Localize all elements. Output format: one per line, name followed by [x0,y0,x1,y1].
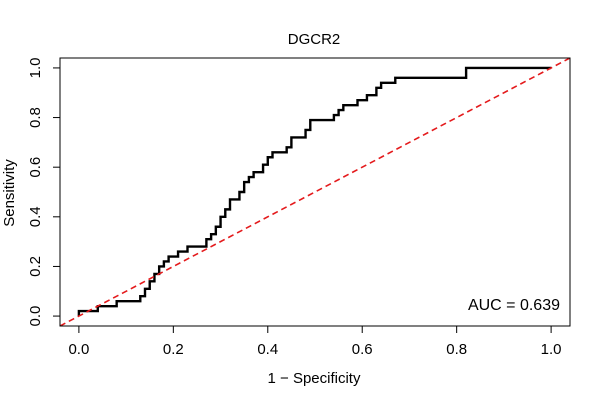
plot-marks [60,58,570,326]
x-tick-label: 0.8 [446,341,467,358]
x-tick-label: 0.0 [68,341,89,358]
x-tick-label: 0.6 [352,341,373,358]
x-axis-label: 1 − Specificity [268,370,361,387]
x-tick-label: 0.4 [257,341,278,358]
y-tick-label: 0.2 [27,256,44,277]
x-axis: 0.0 0.2 0.4 0.6 0.8 1.0 [68,325,562,358]
y-axis: 0.0 0.2 0.4 0.6 0.8 1.0 [27,57,61,327]
x-tick-label: 0.2 [163,341,184,358]
y-tick-label: 0.8 [27,107,44,128]
y-tick-label: 1.0 [27,57,44,78]
roc-curve-line [77,66,552,317]
y-tick-label: 0.0 [27,306,44,327]
y-tick-label: 0.6 [27,157,44,178]
auc-annotation: AUC = 0.639 [468,297,560,314]
reference-diagonal-line [60,58,570,326]
x-tick-label: 1.0 [541,341,562,358]
y-axis-label: Sensitivity [1,159,18,227]
y-tick-label: 0.4 [27,206,44,227]
chart-title: DGCR2 [288,31,341,48]
